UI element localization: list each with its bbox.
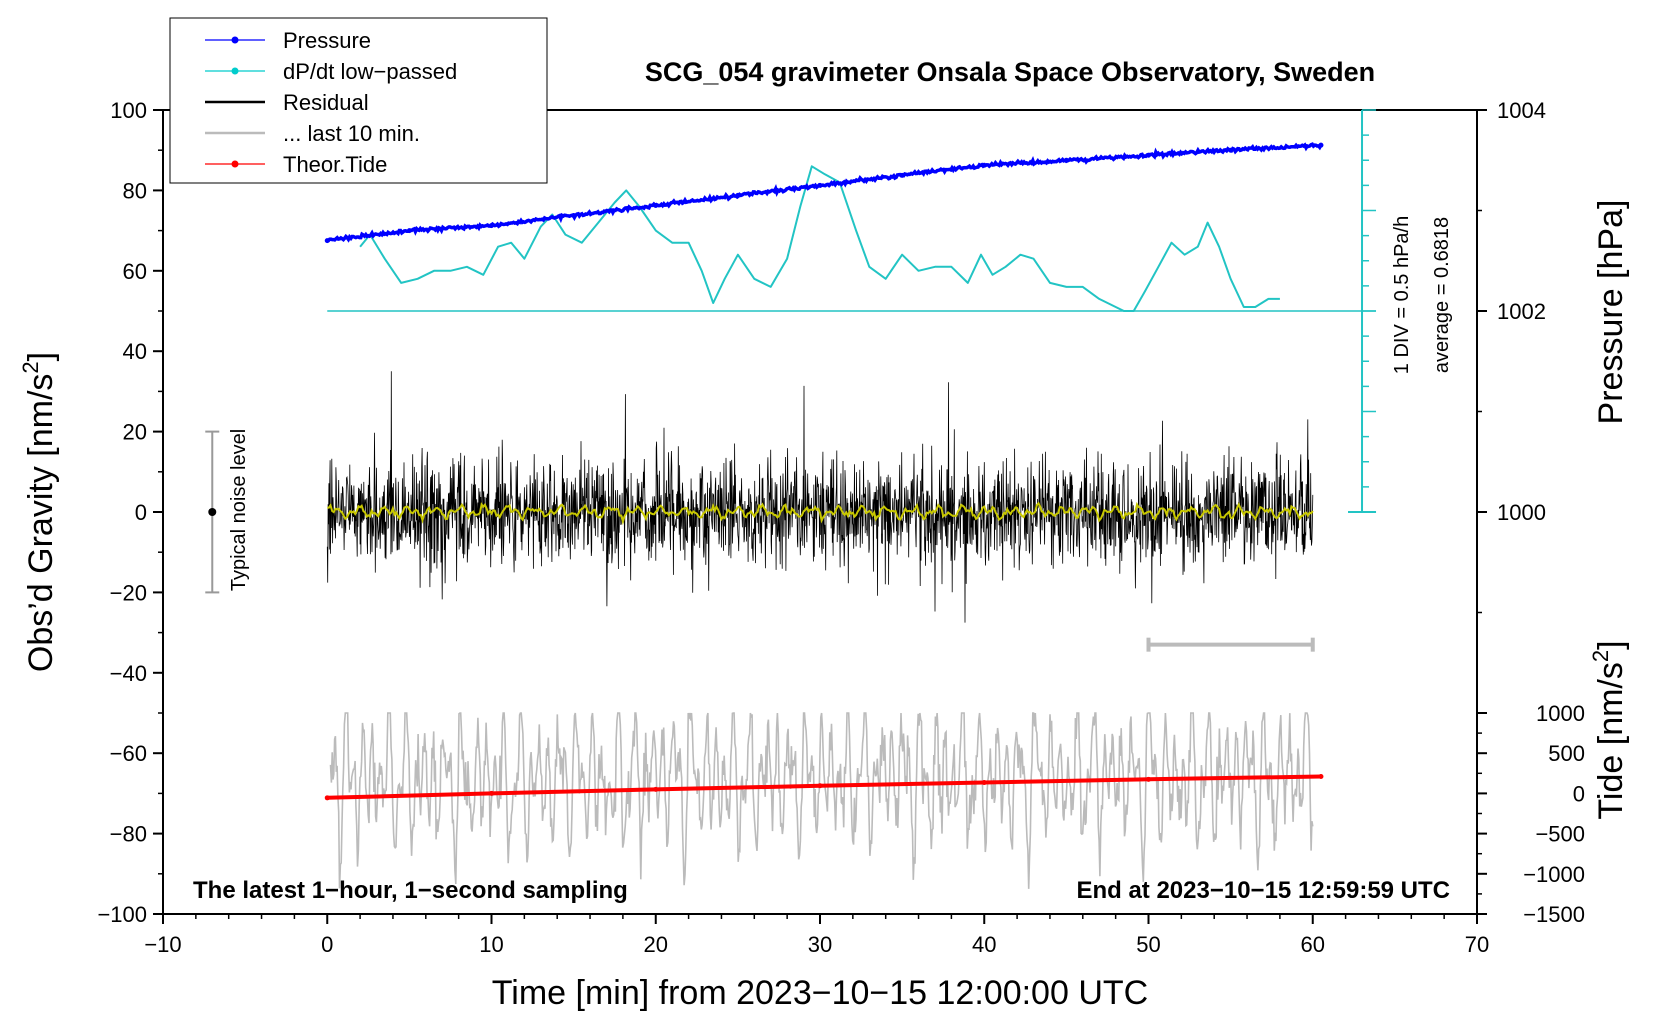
tide-point <box>1318 774 1323 779</box>
y-axis-title-pressure: Pressure [hPa] <box>1592 200 1630 425</box>
y-axis-title-main: Obs’d Gravity [nm/s2] <box>18 352 60 672</box>
tide-point <box>489 791 494 796</box>
pressure-point <box>325 238 330 243</box>
dpdt-average-label: average = 0.6818 <box>1431 217 1453 373</box>
noise-bar-center <box>208 508 216 516</box>
legend-marker <box>232 161 239 168</box>
legend: Pressure dP/dt low−passed Residual ... last… <box>170 18 547 183</box>
last-10-min-window-bar <box>1149 638 1313 652</box>
gravimeter-chart: SCG_054 gravimeter Onsala Space Observat… <box>0 0 1660 1020</box>
y-axis-title-tide: Tide [nm/s2] <box>1588 640 1630 819</box>
y-tick-label: −80 <box>110 822 147 847</box>
tide-tick-label: 500 <box>1548 741 1585 766</box>
last-10-min-line <box>331 713 1313 889</box>
y-tick-label: −60 <box>110 741 147 766</box>
legend-label: ... last 10 min. <box>283 121 420 146</box>
tide-tick-label: −1500 <box>1523 902 1585 927</box>
legend-label: Pressure <box>283 28 371 53</box>
tide-point <box>818 783 823 788</box>
x-tick-label: 70 <box>1465 932 1489 957</box>
tide-tick-label: 0 <box>1573 781 1585 806</box>
y-tick-label: 20 <box>123 420 147 445</box>
y-axis-tide: −1500 −1000 −500 0 500 1000 <box>1477 701 1585 927</box>
y-axis-left: −100 −80 −60 −40 −20 0 20 40 60 80 100 <box>97 98 163 927</box>
pressure-point <box>489 223 494 228</box>
y-tick-label: −100 <box>97 902 147 927</box>
pressure-point <box>1146 153 1151 158</box>
tide-tick-label: −1000 <box>1523 862 1585 887</box>
dpdt-line <box>360 166 1280 311</box>
tide-point <box>1146 777 1151 782</box>
x-tick-label: 0 <box>321 932 333 957</box>
legend-label: Residual <box>283 90 369 115</box>
tide-point <box>325 795 330 800</box>
dpdt-series <box>360 166 1280 311</box>
x-tick-label: 30 <box>808 932 832 957</box>
pressure-point <box>571 213 576 218</box>
x-tick-label: 20 <box>644 932 668 957</box>
x-tick-label: 40 <box>972 932 996 957</box>
sampling-annotation: The latest 1−hour, 1−second sampling <box>193 877 628 904</box>
legend-marker <box>232 68 239 75</box>
end-time-annotation: End at 2023−10−15 12:59:59 UTC <box>1076 877 1450 904</box>
tide-point <box>653 787 658 792</box>
dpdt-div-label: 1 DIV = 0.5 hPa/h <box>1391 216 1413 374</box>
residual-line <box>327 371 1313 622</box>
typical-noise-bar <box>205 432 219 593</box>
pressure-tick-label: 1002 <box>1497 299 1546 324</box>
pressure-point <box>818 183 823 188</box>
last-10-min-series <box>331 713 1313 889</box>
y-tick-label: −20 <box>110 580 147 605</box>
x-tick-label: 50 <box>1136 932 1160 957</box>
legend-label: Theor.Tide <box>283 152 387 177</box>
pressure-tick-label: 1004 <box>1497 98 1546 123</box>
pressure-point <box>1318 143 1323 148</box>
y-tick-label: −40 <box>110 661 147 686</box>
pressure-point <box>900 173 905 178</box>
y-tick-label: 0 <box>135 500 147 525</box>
y-tick-label: 80 <box>123 178 147 203</box>
pressure-point <box>1228 148 1233 153</box>
typical-noise-label: Typical noise level <box>228 429 250 591</box>
pressure-point <box>735 193 740 198</box>
pressure-tick-label: 1000 <box>1497 500 1546 525</box>
y-tick-label: 40 <box>123 339 147 364</box>
tide-tick-label: −500 <box>1535 822 1585 847</box>
x-tick-label: 60 <box>1301 932 1325 957</box>
pressure-point <box>653 203 658 208</box>
x-axis-title: Time [min] from 2023−10−15 12:00:00 UTC <box>492 974 1148 1012</box>
x-tick-label: −10 <box>144 932 181 957</box>
legend-label: dP/dt low−passed <box>283 59 457 84</box>
legend-marker <box>232 37 239 44</box>
x-tick-label: 10 <box>479 932 503 957</box>
y-tick-label: 60 <box>123 259 147 284</box>
tide-tick-label: 1000 <box>1536 701 1585 726</box>
pressure-point <box>982 163 987 168</box>
y-tick-label: 100 <box>110 98 147 123</box>
chart-title: SCG_054 gravimeter Onsala Space Observat… <box>645 57 1375 87</box>
tide-point <box>982 780 987 785</box>
pressure-point <box>407 228 412 233</box>
residual-series <box>327 371 1313 622</box>
x-axis: −10 0 10 20 30 40 50 60 70 <box>144 914 1489 957</box>
y-axis-pressure: 1000 1002 1004 <box>1477 98 1546 613</box>
pressure-point <box>1064 158 1069 163</box>
